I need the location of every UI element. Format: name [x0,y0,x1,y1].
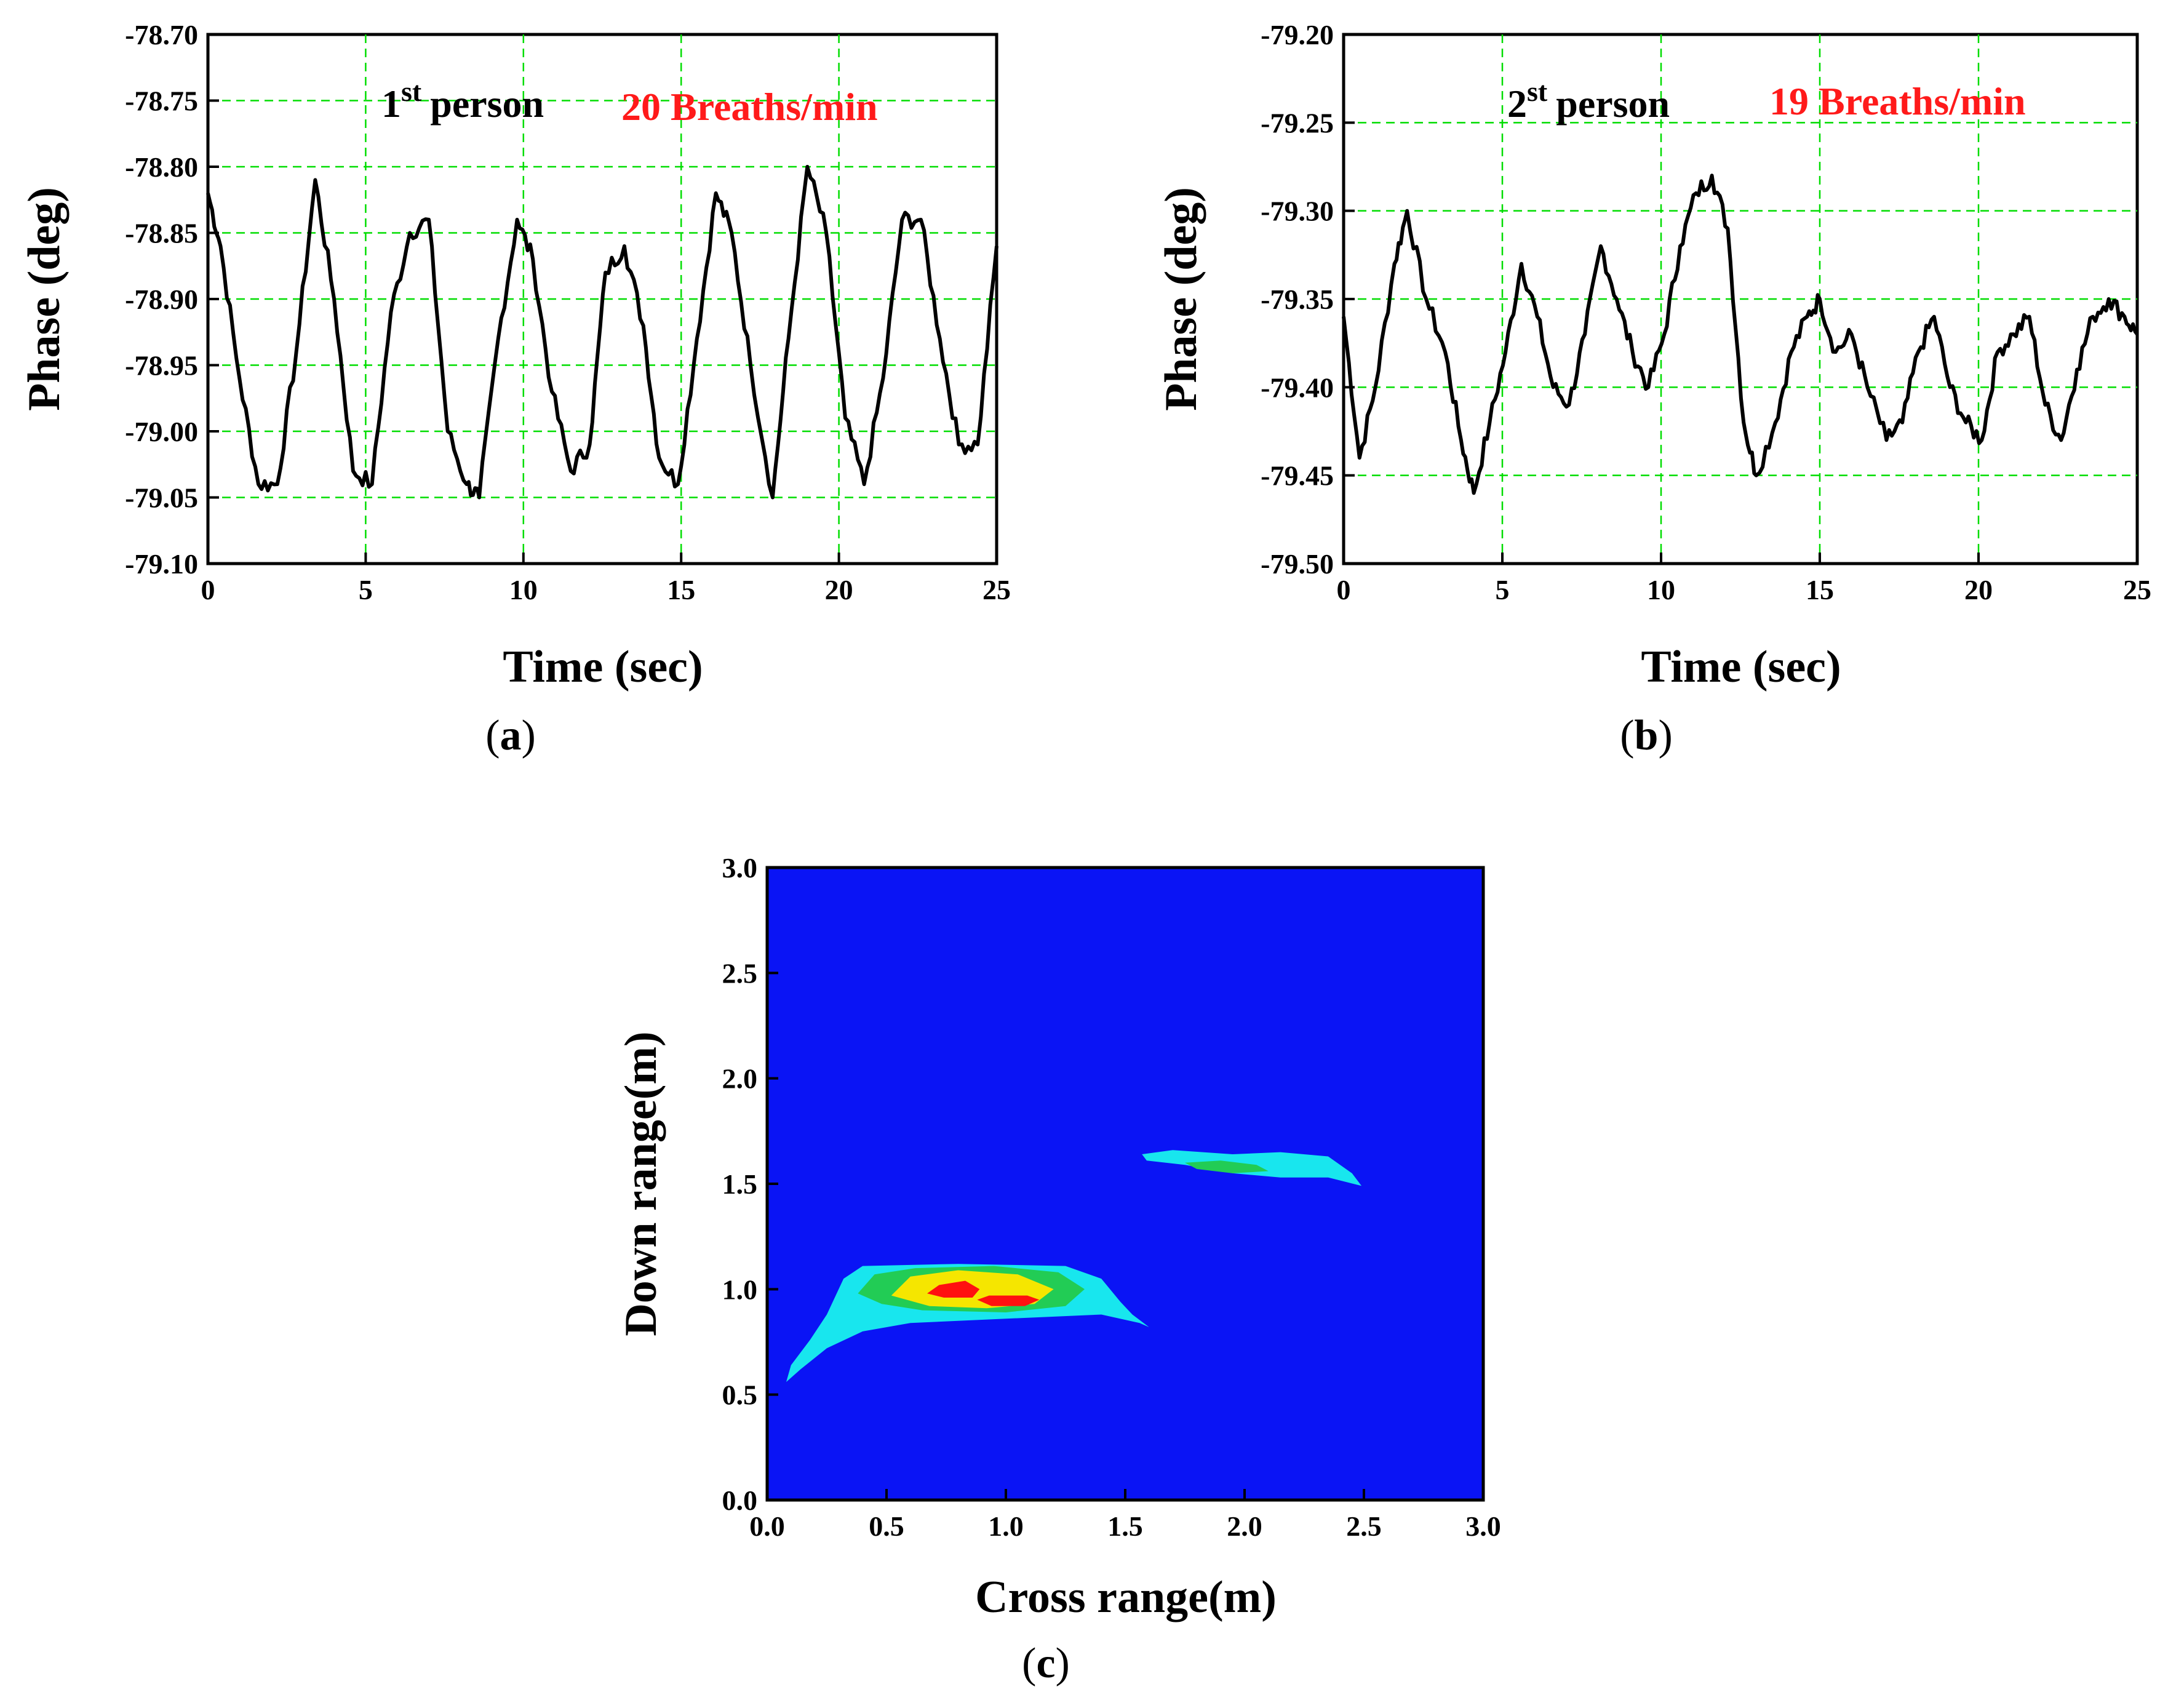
plot-b-ytick-label: -79.20 [1261,19,1334,50]
plot-b-ytick-label: -79.50 [1261,548,1334,580]
plot-b-xlabel: Time (sec) [1641,642,1841,692]
plot-a-xtick-label: 25 [982,574,1011,605]
plot-b-xtick-label: 20 [1964,574,1993,605]
plot-b-xtick-label: 25 [2123,574,2151,605]
plot-a-ytick-label: -78.75 [125,86,198,117]
plot-c-ytick-label: 2.5 [722,957,758,989]
plot-a-ylabel: Phase (deg) [19,187,70,411]
plot-a-ytick-label: -78.90 [125,284,198,315]
plot-a-ytick-label: -79.05 [125,482,198,514]
plot-c-ylabel: Down range(m) [616,1031,666,1336]
contour-target-1-red-b [977,1295,1040,1306]
plot-b-ytick-label: -79.30 [1261,196,1334,227]
plot-c-ticks: 0.0 0.5 1.0 1.5 2.0 2.5 3.0 0.0 0.5 1.0 1.5 2.0 2.5 3… [722,852,1501,1542]
plot-b-ylabel: Phase (deg) [1156,187,1206,411]
plot-c-xtick-label: 0.0 [749,1510,785,1542]
plot-a-ytick-label: -79.10 [125,548,198,580]
plot-c-ytick-label: 0.5 [722,1379,758,1411]
panel-a: 0 5 10 15 20 25 -78.70 -78.75 -78.80 -78.85 -78.90… [19,19,1011,759]
plot-a-phase-line [206,165,998,500]
plot-c-xtick-label: 0.5 [869,1510,904,1542]
plot-a-ticks: 0 5 10 15 20 25 -78.70 -78.75 -78.80 -78.85 -78.90… [125,19,1011,605]
plot-b-grid [1344,34,2137,564]
plot-b-ticks: 0 5 10 15 20 25 -79.20 -79.25 -79.30 -79.35 -79.40… [1261,19,2151,605]
plot-b-xtick-label: 0 [1337,574,1351,605]
plot-a-xtick-label: 10 [509,574,538,605]
plot-b-ytick-label: -79.25 [1261,107,1334,138]
plot-b-annotation: 2st person [1507,76,1670,126]
plot-b-xtick-label: 10 [1647,574,1675,605]
plot-c-contours [786,1150,1362,1383]
plot-b-ytick-label: -79.35 [1261,284,1334,315]
plot-a-breath-rate: 20 Breaths/min [621,85,878,129]
plot-c-xtick-label: 2.0 [1227,1510,1262,1542]
plot-c-xtick-label: 3.0 [1465,1510,1501,1542]
plot-a-ytick-label: -78.80 [125,151,198,183]
plot-b-xtick-label: 15 [1806,574,1834,605]
plot-c-ytick-label: 1.0 [722,1274,758,1305]
plot-a-ytick-label: -79.00 [125,416,198,447]
plot-b-ytick-label: -79.45 [1261,460,1334,492]
plot-c-xlabel: Cross range(m) [975,1572,1277,1622]
plot-c-ytick-label: 3.0 [722,852,758,884]
panel-b: 0 5 10 15 20 25 -79.20 -79.25 -79.30 -79.35 -79.40… [1156,19,2151,759]
plot-b-phase-line [1342,174,2139,495]
plot-a-xtick-label: 15 [667,574,695,605]
plot-a-annotation: 1st person [381,76,544,126]
contour-target-2-green [1185,1160,1269,1173]
panel-b-label: (b) [1620,712,1673,759]
plot-c-ytick-label: 0.0 [722,1485,758,1516]
plot-b-breath-rate: 19 Breaths/min [1769,79,2026,123]
panel-a-label: (a) [485,712,536,759]
contour-target-1-red-a [927,1280,980,1298]
plot-a-ytick-label: -78.95 [125,350,198,381]
plot-a-ytick-label: -78.70 [125,19,198,50]
plot-c-ytick-label: 1.5 [722,1168,758,1200]
plot-a-ytick-label: -78.85 [125,218,198,249]
plot-a-xtick-label: 5 [359,574,373,605]
plot-c-xtick-label: 2.5 [1346,1510,1382,1542]
plot-c-background [767,868,1483,1500]
plot-c-xtick-label: 1.5 [1107,1510,1143,1542]
plot-a-xtick-label: 20 [825,574,853,605]
plot-c-ytick-label: 2.0 [722,1063,758,1095]
plot-b-xtick-label: 5 [1496,574,1510,605]
plot-b-ytick-label: -79.40 [1261,372,1334,403]
plot-a-xlabel: Time (sec) [503,642,703,692]
plot-c-xtick-label: 1.0 [988,1510,1024,1542]
plot-a-xtick-label: 0 [201,574,215,605]
panel-c: 0.0 0.5 1.0 1.5 2.0 2.5 3.0 0.0 0.5 1.0 1.5 2.0 2.5 3… [616,852,1501,1687]
panel-c-label: (c) [1022,1640,1070,1687]
